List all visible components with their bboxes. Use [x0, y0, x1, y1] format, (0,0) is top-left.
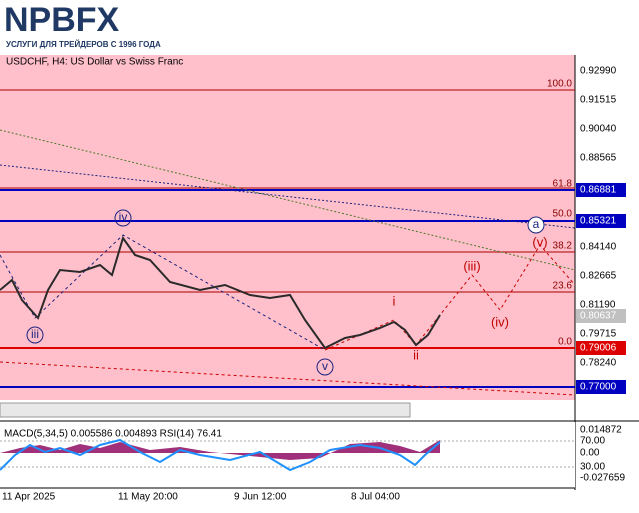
wave-circle: [527, 216, 545, 234]
price-label: 0.91515: [580, 95, 617, 106]
indicator-label: 0.00: [580, 448, 600, 459]
wave-label: iv: [119, 210, 128, 224]
price-box-label: 0.85321: [580, 216, 617, 227]
price-box-label: 0.77000: [580, 382, 617, 393]
trend-line: [0, 164, 576, 229]
chart-title: USDCHF, H4: US Dollar vs Swiss Franc: [6, 57, 183, 68]
price-box-label: 0.79006: [580, 343, 617, 354]
wave-circle: [114, 209, 132, 227]
wave-label: (v): [532, 234, 547, 249]
chart-area: [0, 55, 575, 400]
levels: [0, 89, 576, 396]
tagline: УСЛУГИ ДЛЯ ТРЕЙДЕРОВ С 1996 ГОДА: [6, 40, 161, 49]
indicator-label: 30.00: [580, 462, 605, 473]
wave-label: (iv): [491, 314, 509, 329]
wave-line: [0, 234, 326, 351]
price-label: 0.82665: [580, 271, 617, 282]
fib-label: 38.2: [553, 241, 573, 252]
time-label: 11 May 20:00: [118, 492, 178, 503]
indicator-label: -0.027659: [580, 473, 625, 484]
fib-label: 100.0: [547, 79, 572, 90]
trend-line: [0, 129, 576, 271]
fib-label: 50.0: [553, 209, 573, 220]
wave-label: i: [393, 293, 396, 308]
time-label: 8 Jul 04:00: [351, 492, 400, 503]
price-label: 0.90040: [580, 124, 617, 135]
indicator-title: MACD(5,34,5) 0.005586 0.004893 RSI(14) 7…: [4, 429, 222, 440]
projection-line: [324, 244, 576, 351]
price-label: 0.79715: [580, 329, 617, 340]
price-box-label: 0.80637: [580, 311, 617, 322]
logo: NPBFX: [4, 1, 120, 39]
price-label: 0.78240: [580, 358, 617, 369]
wave-label: ii: [413, 347, 419, 362]
price-line: [0, 235, 441, 350]
price-box: [576, 341, 626, 355]
period-strip: [0, 402, 411, 418]
fib-label: 61.8: [553, 179, 573, 190]
macd-area: [0, 440, 440, 460]
indicator-label: 70.00: [580, 436, 605, 447]
price-label: 0.81190: [580, 300, 616, 311]
fib-label: 0.0: [558, 337, 572, 348]
indicator-label: 0.014872: [580, 425, 622, 436]
wave-label: a: [533, 217, 540, 231]
price-label: 0.92990: [580, 66, 617, 77]
wave-label: v: [322, 359, 328, 373]
price-box: [576, 380, 626, 394]
time-label: 11 Apr 2025: [2, 492, 56, 503]
wave-circle: [316, 358, 334, 376]
price-label: 0.88565: [580, 153, 617, 164]
price-box: [576, 183, 626, 197]
fib-label: 23.6: [553, 281, 573, 292]
wave-circle: [26, 326, 44, 344]
price-box: [576, 214, 626, 228]
price-label: 0.84140: [580, 242, 617, 253]
time-label: 9 Jun 12:00: [234, 492, 287, 503]
rsi-curve: [0, 438, 441, 472]
price-box: [576, 309, 626, 323]
price-box-label: 0.86881: [580, 185, 617, 196]
wave-label: iii: [31, 327, 39, 341]
wave-label: (iii): [463, 258, 480, 273]
